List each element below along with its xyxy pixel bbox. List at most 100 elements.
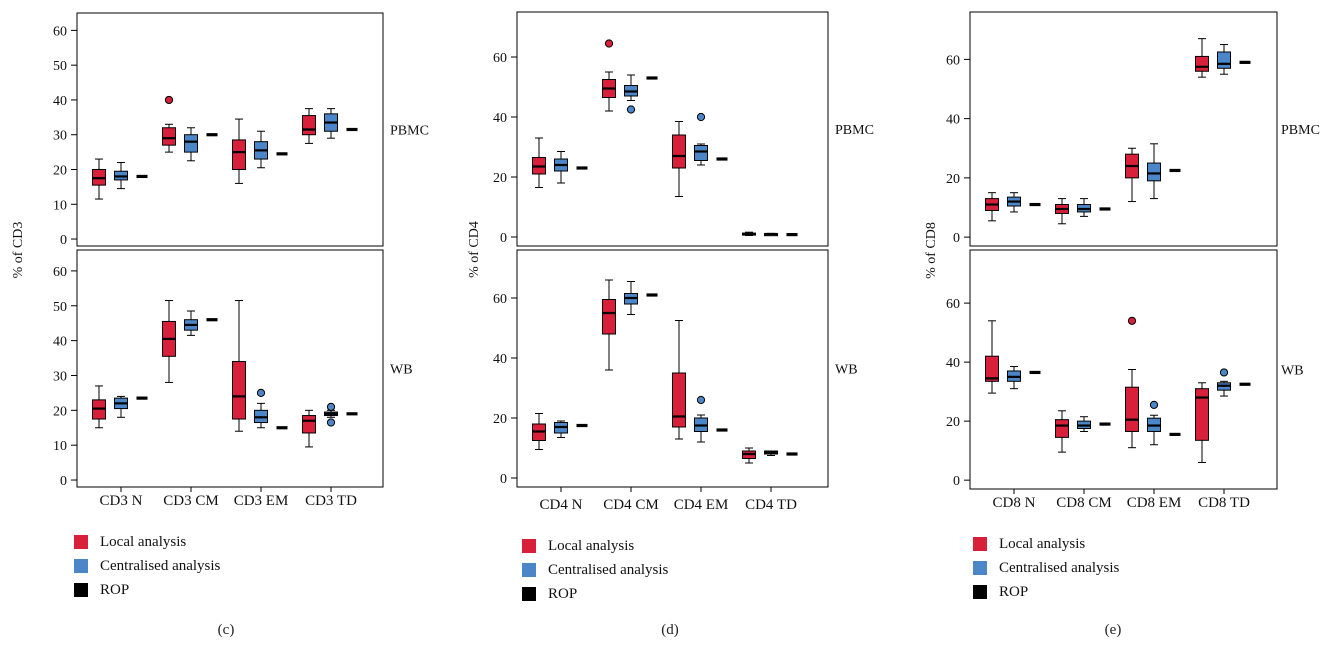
local-box (672, 134, 686, 169)
central-swatch (522, 563, 536, 577)
outlier-point (326, 418, 336, 427)
legend-label-local: Local analysis (548, 538, 635, 554)
y-tick-label: 40 (53, 335, 67, 350)
rop-marker (786, 233, 798, 237)
legend-label-central: Centralised analysis (548, 562, 669, 578)
category-label: CD3 TD (305, 493, 357, 509)
category-label: CD8 N (993, 495, 1036, 511)
y-tick-label: 60 (946, 53, 960, 68)
y-tick-label: 50 (53, 59, 67, 74)
y-tick-label: 0 (500, 472, 507, 487)
rop-marker (1239, 60, 1251, 64)
legend-item-central: Centralised analysis (522, 560, 668, 584)
row-label: PBMC (390, 124, 429, 139)
outlier-point (1149, 400, 1159, 410)
legend-label-central: Centralised analysis (100, 558, 221, 574)
legend-label-rop: ROP (999, 584, 1029, 600)
category-label: CD4 TD (745, 497, 797, 513)
y-tick-label: 30 (53, 369, 67, 384)
category-label: CD4 CM (603, 497, 658, 513)
y-tick-label: 40 (493, 352, 507, 367)
legend-item-rop: ROP (522, 584, 668, 608)
outlier-point (696, 112, 706, 122)
legend-item-central: Centralised analysis (74, 556, 220, 580)
y-tick-label: 0 (60, 233, 67, 248)
local-box (1055, 419, 1069, 438)
outlier-point (1219, 368, 1229, 377)
category-label: CD8 EM (1127, 495, 1182, 511)
y-axis-title: % of CD8 (924, 222, 939, 279)
y-tick-label: 40 (946, 356, 960, 371)
legend-label-local: Local analysis (999, 536, 1086, 552)
legend-c: Local analysis Centralised analysis ROP (74, 532, 220, 604)
outlier-point (256, 388, 266, 397)
y-tick-label: 20 (493, 171, 507, 186)
rop-marker (1239, 382, 1251, 386)
rop-marker (276, 426, 288, 430)
category-label: CD4 N (540, 497, 583, 513)
panel-label-e: (e) (1104, 622, 1122, 638)
y-tick-label: 0 (60, 474, 67, 489)
local-box (232, 361, 246, 420)
y-tick-label: 20 (946, 415, 960, 430)
legend-label-central: Centralised analysis (999, 560, 1120, 576)
rop-marker (1099, 207, 1111, 211)
panel-frame (76, 249, 384, 488)
rop-marker (716, 428, 728, 432)
rop-marker (716, 157, 728, 161)
rop-swatch (74, 583, 88, 597)
y-tick-label: 0 (953, 231, 960, 246)
rop-marker (136, 396, 148, 400)
y-tick-label: 60 (53, 24, 67, 39)
y-tick-label: 60 (53, 265, 67, 280)
outlier-point (626, 105, 636, 114)
rop-marker (206, 133, 218, 137)
rop-marker (276, 152, 288, 156)
legend-d: Local analysis Centralised analysis ROP (522, 536, 668, 608)
rop-marker (346, 127, 358, 132)
rop-marker (576, 423, 588, 428)
rop-marker (646, 293, 658, 297)
row-label: WB (1281, 364, 1304, 379)
y-tick-label: 50 (53, 300, 67, 315)
local-box (602, 299, 616, 335)
row-label: PBMC (1281, 123, 1320, 138)
y-tick-label: 0 (953, 474, 960, 489)
panel-frame (516, 249, 829, 488)
rop-marker (576, 166, 588, 170)
local-box (1195, 55, 1209, 72)
rop-marker (1029, 202, 1041, 207)
y-axis-title: % of CD4 (467, 221, 482, 278)
y-tick-label: 20 (53, 163, 67, 178)
y-tick-label: 20 (946, 172, 960, 187)
y-tick-label: 0 (500, 231, 507, 246)
outlier-point (1127, 316, 1137, 325)
rop-marker (1169, 432, 1181, 437)
panel-label-d: (d) (661, 622, 679, 638)
legend-item-central: Centralised analysis (973, 558, 1119, 582)
rop-marker (646, 76, 658, 80)
panel-label-c: (c) (217, 622, 235, 638)
local-box (302, 415, 316, 434)
y-tick-label: 40 (53, 94, 67, 109)
outlier-point (604, 39, 614, 48)
rop-marker (1169, 168, 1181, 173)
y-tick-label: 10 (53, 198, 67, 213)
panel-frame (76, 12, 384, 247)
category-label: CD3 CM (163, 493, 218, 509)
rop-marker (1029, 370, 1041, 375)
rop-marker (1099, 422, 1111, 426)
row-label: PBMC (835, 123, 874, 138)
y-tick-label: 60 (493, 51, 507, 66)
central-box (1217, 51, 1231, 69)
rop-swatch (522, 587, 536, 601)
local-swatch (522, 539, 536, 553)
y-tick-label: 20 (53, 404, 67, 419)
central-box (184, 134, 198, 153)
y-tick-label: 60 (493, 292, 507, 307)
y-axis-title: % of CD3 (11, 222, 26, 279)
legend-label-rop: ROP (100, 582, 130, 598)
y-tick-label: 20 (493, 412, 507, 427)
legend-item-rop: ROP (973, 582, 1119, 606)
